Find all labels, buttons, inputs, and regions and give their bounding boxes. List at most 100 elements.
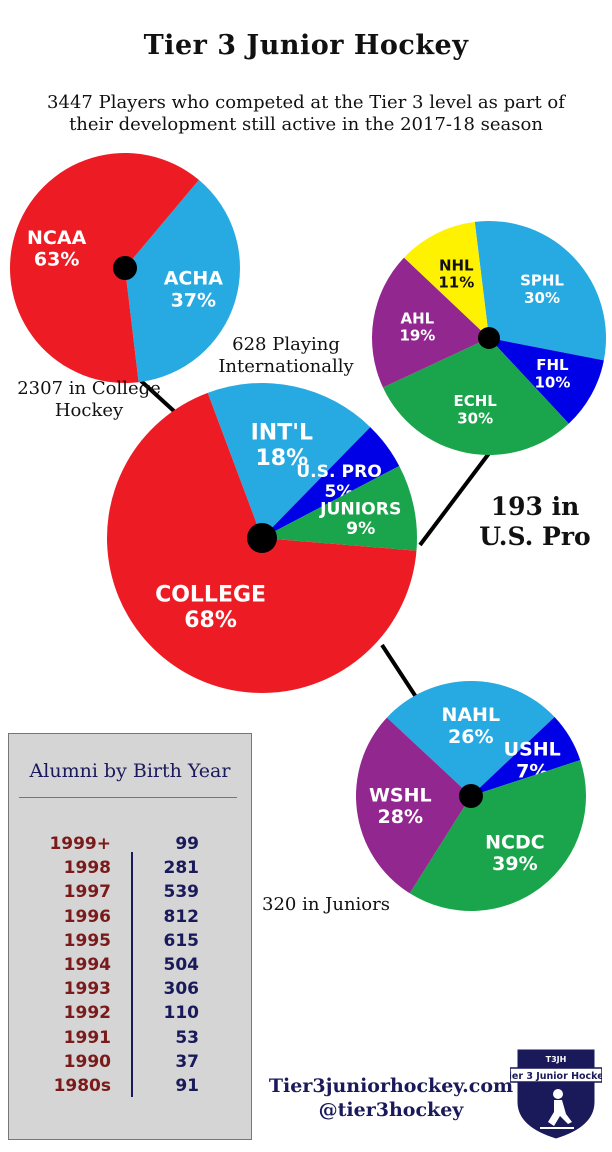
alumni-count: 504 <box>163 954 200 975</box>
main-label-int-l: INT'L <box>251 421 313 446</box>
alumni-count: 53 <box>175 1027 199 1048</box>
alumni-count: 110 <box>163 1003 200 1024</box>
college-label-ncaa: NCAA <box>27 227 87 249</box>
juniors-value-nahl: 26% <box>448 726 493 748</box>
table-row: 1994 504 <box>9 955 251 979</box>
pro-label-nhl: NHL <box>439 256 474 274</box>
pro-label-echl: ECHL <box>453 392 497 410</box>
table-row: 1995 615 <box>9 931 251 955</box>
juniors-label-ushl: USHL <box>504 739 561 761</box>
pro-value-ahl: 19% <box>399 327 435 345</box>
juniors-value-ncdc: 39% <box>492 853 537 875</box>
main-slice-u-s-pro <box>262 427 400 538</box>
social-handle[interactable]: @tier3hockey <box>318 1099 464 1121</box>
svg-text:T3JH: T3JH <box>546 1055 567 1064</box>
main-label-college: COLLEGE <box>155 583 266 608</box>
table-row: 1996 812 <box>9 907 251 931</box>
alumni-count: 306 <box>163 979 200 1000</box>
website-link[interactable]: Tier3juniorhockey.com <box>268 1075 514 1097</box>
main-center-dot <box>247 523 277 553</box>
birth-year: 1998 <box>63 858 111 879</box>
juniors-slice-ushl <box>471 716 581 796</box>
birth-year: 1990 <box>63 1051 111 1072</box>
table-column-divider <box>131 852 133 1097</box>
main-value-juniors: 9% <box>346 519 375 539</box>
birth-year: 1994 <box>63 954 111 975</box>
footer: Tier3juniorhockey.com @tier3hockey <box>266 1074 516 1122</box>
birth-year: 1997 <box>63 882 111 903</box>
birth-year: 1991 <box>63 1027 111 1048</box>
page-subtitle: 3447 Players who competed at the Tier 3 … <box>47 92 565 135</box>
table-rows: 1999+ 99 1998 281 1997 539 1996 812 1995 615 1994 5… <box>9 834 251 1100</box>
pro-slice-fhl <box>489 338 604 424</box>
alumni-count: 99 <box>175 834 199 854</box>
juniors-slice-ncdc <box>409 760 586 911</box>
alumni-count: 91 <box>175 1075 199 1096</box>
college-count-label: 2307 in College Hockey <box>17 378 161 421</box>
connector-pro <box>418 446 495 547</box>
main-value-college: 68% <box>184 608 237 633</box>
main-slice-juniors <box>262 465 417 551</box>
connector-juniors <box>380 643 420 702</box>
table-row: 1990 37 <box>9 1052 251 1076</box>
connector-lines <box>138 378 495 702</box>
table-row: 1997 539 <box>9 882 251 906</box>
pro-label-ahl: AHL <box>401 309 435 327</box>
alumni-count: 281 <box>163 858 200 879</box>
birth-year: 1999+ <box>49 834 111 854</box>
table-row: 1992 110 <box>9 1003 251 1027</box>
table-row: 1991 53 <box>9 1028 251 1052</box>
pro-value-nhl: 11% <box>438 274 474 292</box>
main-label-juniors: JUNIORS <box>319 499 401 519</box>
college-center-dot <box>113 256 137 280</box>
table-title: Alumni by Birth Year <box>29 760 231 782</box>
juniors-label-wshl: WSHL <box>369 784 432 806</box>
college-label-acha: ACHA <box>164 268 224 290</box>
college-value-acha: 37% <box>171 289 216 311</box>
table-row: 1998 281 <box>9 858 251 882</box>
pro-slice-nhl <box>403 221 489 338</box>
birth-year: 1993 <box>63 979 111 1000</box>
main-value-int-l: 18% <box>255 446 308 471</box>
juniors-slice-wshl <box>356 717 471 894</box>
tier3-logo: T3JH Tier 3 Junior Hockey <box>510 1046 602 1142</box>
connector-college <box>138 378 177 414</box>
table-row: 1980s 91 <box>9 1076 251 1100</box>
juniors-center-dot <box>459 784 483 808</box>
main-slice-int-l <box>207 383 371 538</box>
college-value-ncaa: 63% <box>34 249 79 271</box>
juniors-label-nahl: NAHL <box>441 704 500 726</box>
pro-center-dot <box>478 327 500 349</box>
juniors-value-wshl: 28% <box>378 806 423 828</box>
pro-slice-ahl <box>372 257 489 388</box>
pro-slice-sphl <box>474 221 607 361</box>
alumni-count: 615 <box>163 930 200 951</box>
birth-year: 1992 <box>63 1003 111 1024</box>
page-title: Tier 3 Junior Hockey <box>143 30 469 61</box>
table-divider <box>19 797 237 798</box>
pro-slice-echl <box>382 338 569 456</box>
birth-year-table: Alumni by Birth Year 1999+ 99 1998 281 1997 5… <box>8 733 252 1140</box>
us-pro-count-label: 193 in U.S. Pro <box>479 492 591 551</box>
college-slice-acha <box>125 179 240 383</box>
alumni-count: 37 <box>175 1051 199 1072</box>
juniors-slice-nahl <box>386 681 555 796</box>
birth-year: 1996 <box>63 906 111 927</box>
juniors-label-ncdc: NCDC <box>485 831 545 853</box>
svg-text:Tier 3 Junior Hockey: Tier 3 Junior Hockey <box>510 1071 602 1082</box>
international-count-label: 628 Playing Internationally <box>218 334 354 377</box>
table-row: 1999+ 99 <box>9 834 251 858</box>
college-slice-ncaa <box>9 153 199 383</box>
pro-value-echl: 30% <box>457 409 493 427</box>
alumni-count: 812 <box>163 906 200 927</box>
birth-year: 1980s <box>53 1075 111 1096</box>
pro-label-fhl: FHL <box>536 356 569 374</box>
birth-year: 1995 <box>63 930 111 951</box>
main-label-u-s-pro: U.S. PRO <box>296 462 382 482</box>
pro-value-fhl: 10% <box>534 373 570 391</box>
